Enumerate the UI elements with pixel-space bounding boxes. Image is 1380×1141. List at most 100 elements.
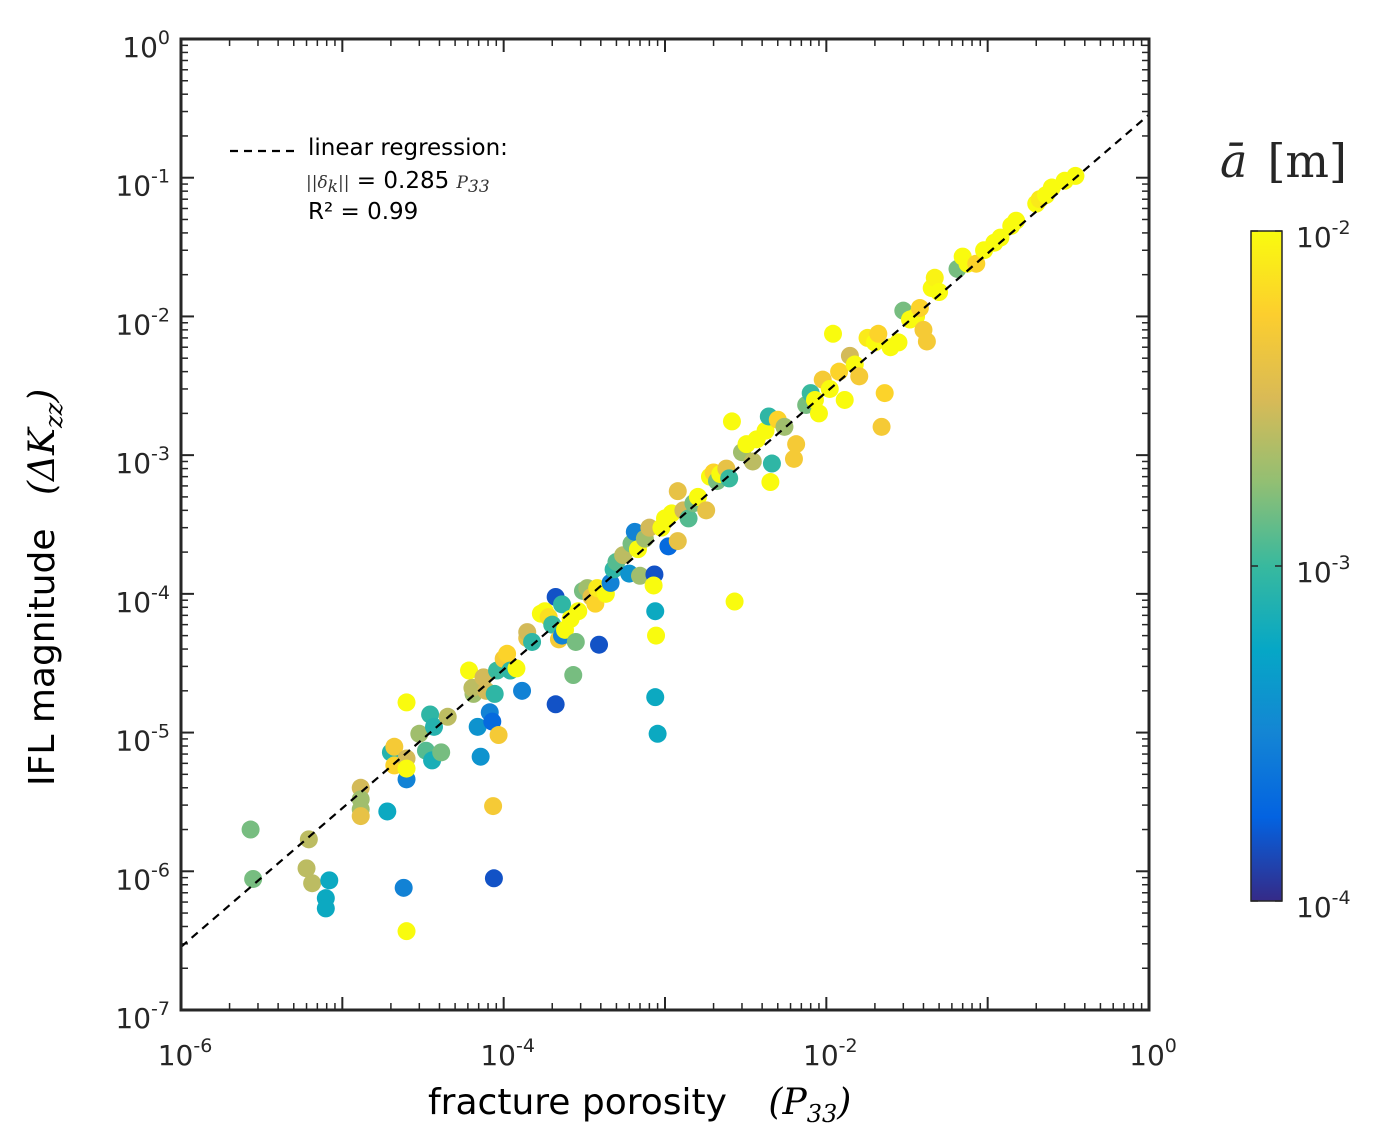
x-tick-label-exp: -4 — [516, 1035, 535, 1057]
y-tick-label-base: 10 — [115, 863, 151, 896]
legend: linear regression: ||δk|| = 0.285 P33 R²… — [230, 135, 508, 225]
data-point — [378, 802, 397, 821]
data-point — [720, 469, 739, 488]
x-axis-title-math: (P — [768, 1082, 807, 1123]
data-point — [688, 487, 707, 506]
data-point — [722, 412, 741, 431]
data-point — [425, 717, 444, 736]
data-point — [910, 299, 929, 318]
data-point — [917, 332, 936, 351]
data-point — [320, 871, 339, 890]
y-tick-label-exp: -6 — [151, 859, 170, 881]
data-point — [385, 737, 404, 756]
data-point — [351, 807, 370, 826]
plot-frame — [179, 37, 1151, 1012]
data-point — [830, 362, 849, 381]
data-point — [644, 576, 663, 595]
x-tick-label-base: 10 — [480, 1039, 516, 1072]
data-point — [485, 684, 504, 703]
data-point — [394, 878, 413, 897]
data-point — [564, 666, 583, 685]
data-point — [646, 602, 665, 621]
data-point — [648, 724, 667, 743]
colorbar-tick-label-exp: -2 — [1332, 217, 1351, 239]
colorbar-title-var: ā — [1220, 134, 1247, 188]
y-tick-label: 10-6 — [115, 859, 170, 896]
data-point — [850, 367, 869, 386]
y-tick-label-exp: -3 — [151, 443, 170, 465]
y-tick-label-base: 10 — [115, 586, 151, 619]
data-point — [523, 632, 542, 651]
data-point — [601, 573, 620, 592]
data-point — [489, 726, 508, 745]
data-point — [647, 626, 666, 645]
legend-equation: ||δk|| = 0.285 P33 — [306, 168, 490, 197]
data-point — [484, 797, 503, 816]
data-point — [872, 417, 891, 436]
y-tick-label: 10-4 — [115, 582, 170, 619]
data-point — [1007, 211, 1026, 230]
legend-math-prefix: ||δ — [306, 173, 328, 193]
data-point — [297, 859, 316, 878]
y-tick-label-exp: -5 — [151, 721, 170, 743]
data-point — [553, 595, 572, 614]
y-tick-label-base: 10 — [115, 1002, 151, 1035]
colorbar: ā [m] 10-210-310-4 — [1220, 134, 1351, 924]
data-point — [498, 644, 517, 663]
y-axis-title: IFL magnitude (ΔKzz) — [22, 389, 68, 786]
x-tick-label: 10-2 — [803, 1035, 858, 1072]
data-point — [432, 743, 451, 762]
data-point — [410, 724, 429, 743]
x-tick-label: 10-6 — [158, 1035, 213, 1072]
data-point — [762, 454, 781, 473]
x-axis-title-text: fracture porosity — [428, 1082, 727, 1123]
y-tick-label-base: 10 — [115, 447, 151, 480]
x-axis-title: fracture porosity (P33) — [428, 1082, 851, 1128]
data-point — [756, 421, 775, 440]
data-point — [697, 501, 716, 520]
data-point — [743, 452, 762, 471]
legend-math-suffix: || — [338, 173, 349, 193]
x-tick-label-base: 10 — [158, 1039, 194, 1072]
x-tick-labels: 10-6 10-4 10-2 100 — [158, 1035, 1177, 1072]
x-tick-label-exp: 0 — [1165, 1035, 1177, 1057]
data-point — [397, 759, 416, 778]
colorbar-tick-label-exp: -4 — [1332, 887, 1351, 909]
regression-line — [181, 113, 1149, 948]
colorbar-tick-label: 10-2 — [1296, 217, 1351, 254]
data-point — [784, 449, 803, 468]
colorbar-tick-label-base: 10 — [1296, 556, 1332, 589]
data-point — [875, 384, 894, 403]
data-point — [569, 602, 588, 621]
data-point — [460, 661, 479, 680]
y-tick-label-base: 10 — [115, 308, 151, 341]
y-tick-label: 10-1 — [115, 166, 170, 203]
data-point — [668, 532, 687, 551]
y-tick-label-base: 10 — [122, 31, 158, 64]
y-tick-label-exp: -7 — [151, 998, 170, 1020]
data-point — [468, 717, 487, 736]
y-tick-label: 10-7 — [115, 998, 170, 1035]
data-point — [244, 869, 263, 888]
y-axis-title-text: IFL magnitude — [22, 528, 63, 786]
data-point — [646, 688, 665, 707]
data-point — [668, 482, 687, 501]
y-axis-title-math: (ΔK — [22, 426, 63, 495]
data-point — [513, 681, 532, 700]
data-point — [507, 659, 526, 678]
data-point — [925, 268, 944, 287]
colorbar-tick-label: 10-4 — [1296, 887, 1351, 924]
colorbar-ticks: 10-210-310-4 — [1251, 217, 1351, 924]
y-axis-title-close: ) — [22, 389, 63, 404]
legend-math-var: P — [456, 173, 469, 193]
colorbar-tick-label-exp: -3 — [1332, 552, 1351, 574]
colorbar-tick-label: 10-3 — [1296, 552, 1351, 589]
legend-title: linear regression: — [308, 135, 508, 161]
y-tick-label-exp: -4 — [151, 582, 170, 604]
data-point — [241, 820, 260, 839]
y-tick-label: 10-2 — [115, 304, 170, 341]
legend-math-sub: k — [328, 177, 338, 197]
data-point — [930, 283, 949, 302]
